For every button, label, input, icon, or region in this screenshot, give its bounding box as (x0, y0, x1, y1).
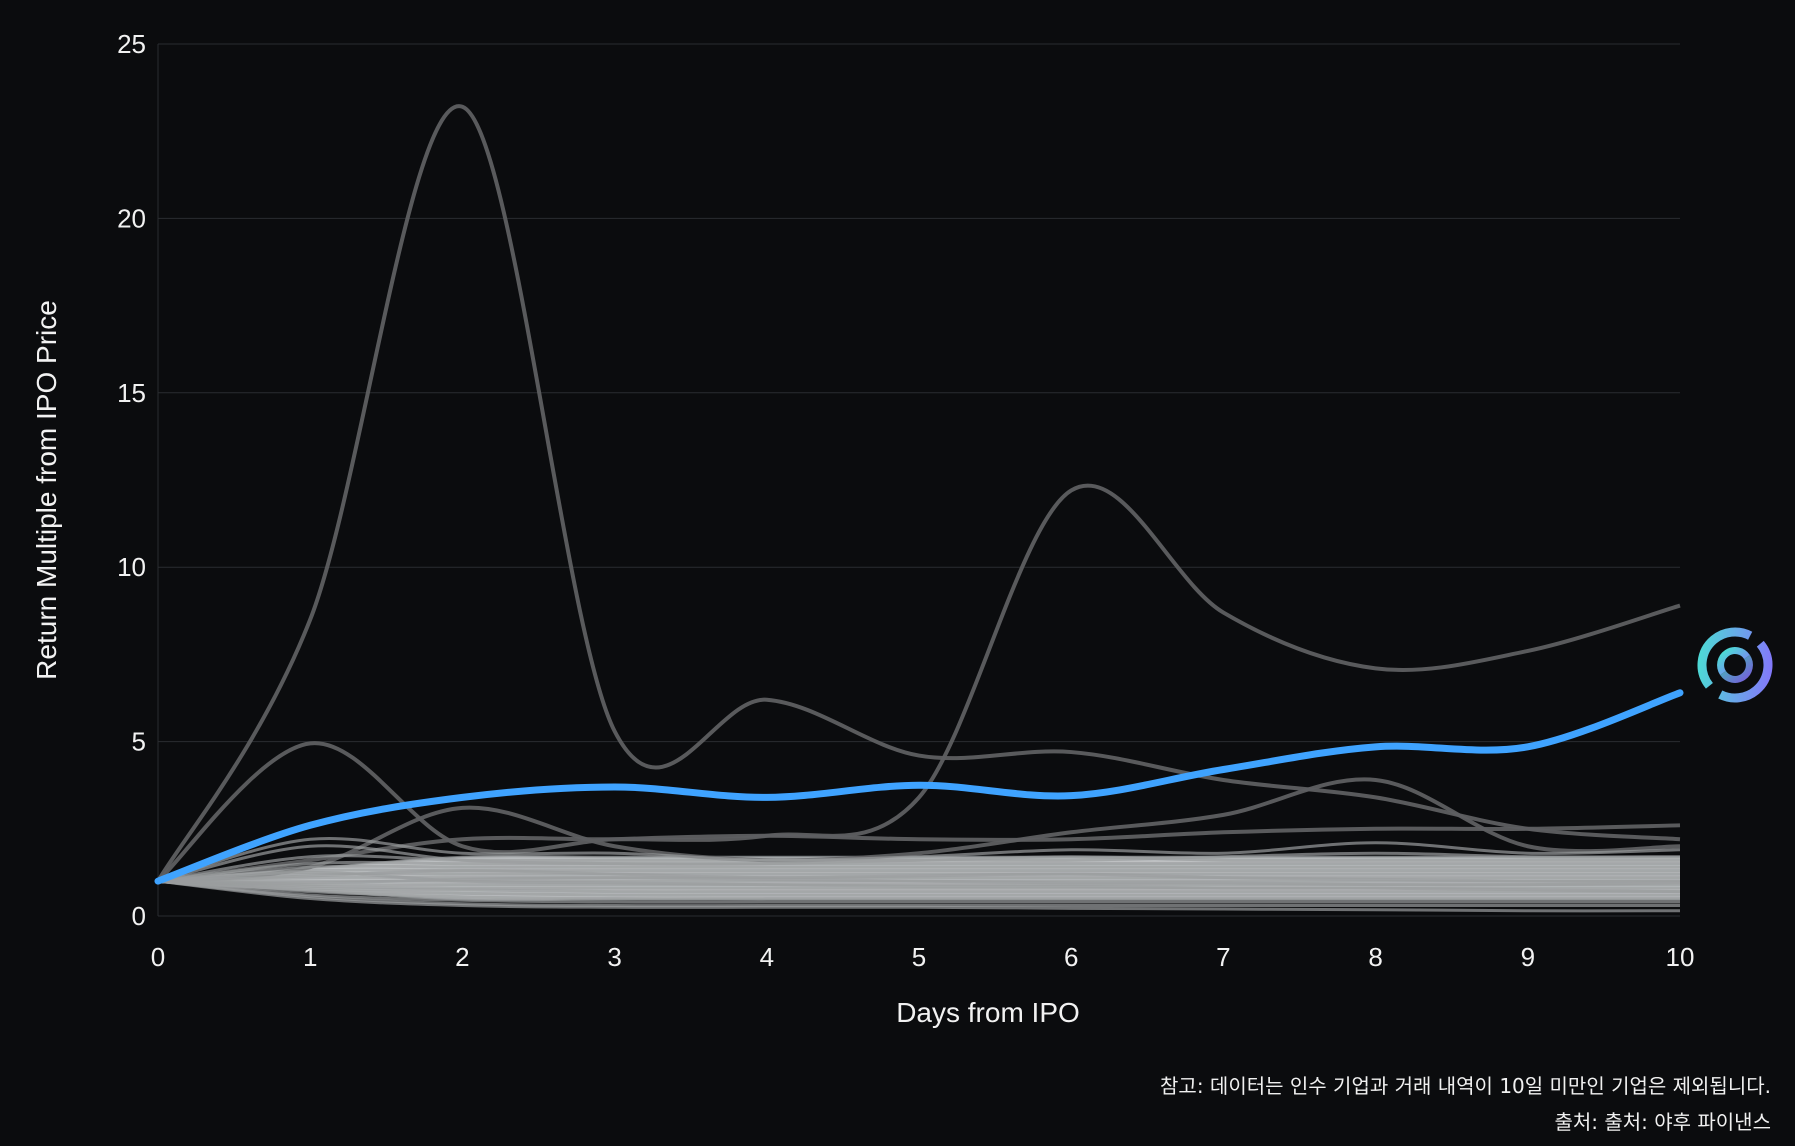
series-line (157, 879, 1680, 904)
y-tick-label: 15 (117, 378, 146, 408)
series-line (157, 879, 1680, 908)
series-line (156, 741, 1681, 883)
series-line (157, 879, 1681, 913)
x-tick-label: 7 (1216, 942, 1230, 972)
x-tick-label: 8 (1368, 942, 1382, 972)
y-tick-label: 10 (117, 552, 146, 582)
series-line (157, 870, 1681, 894)
x-axis-title: Days from IPO (896, 997, 1080, 1028)
x-tick-label: 1 (303, 942, 317, 972)
series-line (157, 869, 1681, 883)
series-line (157, 854, 1680, 883)
series-lines (156, 104, 1681, 913)
x-tick-label: 9 (1521, 942, 1535, 972)
gridlines (157, 43, 1680, 917)
series-line (157, 879, 1680, 901)
series-line (157, 864, 1680, 883)
y-axis-title: Return Multiple from IPO Price (31, 300, 62, 680)
series-line (157, 879, 1680, 897)
y-tick-label: 0 (132, 901, 146, 931)
series-line (157, 777, 1681, 884)
y-tick-label: 20 (117, 203, 146, 233)
x-tick-label: 6 (1064, 942, 1078, 972)
highlight-series (154, 689, 1684, 885)
chart-source: 출처: 출처: 야후 파이낸스 (1554, 1110, 1771, 1134)
series-line (157, 836, 1681, 883)
y-tick-label: 5 (132, 727, 146, 757)
series-line (156, 104, 1681, 883)
x-tick-label: 10 (1666, 942, 1695, 972)
highlight-series-line (154, 689, 1684, 885)
x-tick-label: 4 (760, 942, 774, 972)
x-tick-labels: 0 1 2 3 4 5 6 7 8 9 10 (151, 942, 1695, 972)
y-tick-labels: 0 5 10 15 20 25 (117, 29, 146, 931)
series-line (157, 483, 1681, 884)
x-tick-label: 3 (607, 942, 621, 972)
circle-logo-icon (1697, 627, 1773, 703)
series-line (157, 872, 1681, 883)
x-tick-label: 5 (912, 942, 926, 972)
chart-note: 참고: 데이터는 인수 기업과 거래 내역이 10일 미만인 기업은 제외됩니다… (1160, 1074, 1771, 1098)
x-tick-label: 2 (455, 942, 469, 972)
series-line (157, 860, 1680, 883)
series-line (157, 879, 1680, 894)
series-line (157, 876, 1681, 887)
y-tick-label: 25 (117, 29, 146, 59)
x-tick-label: 0 (151, 942, 165, 972)
